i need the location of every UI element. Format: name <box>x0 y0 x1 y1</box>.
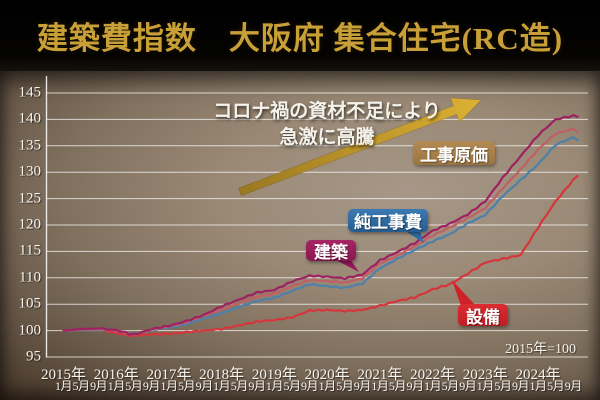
callout-tail-jun-kouji-hi <box>402 229 424 243</box>
annotation-line2: 急激に高騰 <box>279 127 375 148</box>
y-tick-label: 110 <box>19 269 41 286</box>
x-month-label: 5月 <box>178 379 196 393</box>
data-series-lines <box>62 113 579 338</box>
x-year-label: 2017年 <box>146 367 192 383</box>
series-label-jun-kouji-hi: 純工事費 <box>348 209 428 232</box>
x-month-label: 5月 <box>230 379 249 393</box>
x-month-label: 1月 <box>107 379 126 393</box>
series-label-kenchiku: 建築 <box>306 240 356 262</box>
page-title: 建築費指数 大阪府 集合住宅(RC造) <box>36 21 564 56</box>
x-month-label: 9月 <box>142 379 161 393</box>
y-tick-label: 140 <box>18 110 42 127</box>
series-line-設備 <box>62 174 579 338</box>
x-month-label: 9月 <box>459 379 477 393</box>
x-year-label: 2016年 <box>93 367 139 383</box>
x-month-label: 1月 <box>54 379 73 393</box>
x-month-label: 5月 <box>547 379 565 393</box>
x-month-label: 1月 <box>424 379 442 393</box>
x-year-label: 2021年 <box>357 367 403 383</box>
y-tick-label: 145 <box>18 84 42 101</box>
x-month-label: 9月 <box>564 379 583 393</box>
x-month-label: 9月 <box>90 379 108 393</box>
callout-tail-setsubi <box>452 280 476 306</box>
x-month-label: 5月 <box>125 379 143 393</box>
x-month-label: 9月 <box>406 379 425 393</box>
x-year-label: 2023年 <box>462 367 508 383</box>
chart-background <box>0 71 600 400</box>
x-month-label: 9月 <box>353 379 372 393</box>
x-year-label: 2018年 <box>199 367 245 383</box>
y-tick-label: 115 <box>19 242 41 259</box>
x-year-label: 2019年 <box>251 367 297 383</box>
y-tick-label: 105 <box>18 295 42 312</box>
y-tick-label: 135 <box>18 137 42 154</box>
x-month-label: 1月 <box>265 379 284 393</box>
x-month-label: 5月 <box>494 379 512 393</box>
y-tick-label: 120 <box>18 216 42 233</box>
x-month-label: 1月 <box>318 379 337 393</box>
gridlines <box>46 92 588 358</box>
rising-arrow-icon <box>238 97 482 197</box>
series-line-建築 <box>62 113 579 336</box>
y-tick-label: 100 <box>18 322 42 339</box>
annotation-line1: コロナ禍の資材不足により <box>213 101 441 122</box>
x-year-label: 2022年 <box>410 367 456 383</box>
x-year-label: 2020年 <box>304 367 350 383</box>
x-month-label: 1月 <box>160 379 178 393</box>
callout-tail-kenchiku <box>334 259 359 272</box>
title-band: 建築費指数 大阪府 集合住宅(RC造) <box>0 0 600 71</box>
x-month-label: 9月 <box>248 379 266 393</box>
y-tick-label: 95 <box>26 348 41 365</box>
x-year-label: 2024年 <box>515 367 561 383</box>
x-month-label: 1月 <box>476 379 495 393</box>
x-month-label: 5月 <box>441 379 460 393</box>
x-month-label: 9月 <box>511 379 530 393</box>
y-tick-label: 130 <box>18 163 42 180</box>
x-year-label: 2015年 <box>40 367 87 383</box>
x-month-label: 1月 <box>213 379 231 393</box>
x-month-label: 9月 <box>301 379 319 393</box>
x-month-label: 9月 <box>195 379 214 393</box>
x-month-label: 5月 <box>336 379 354 393</box>
x-month-label: 1月 <box>529 379 548 393</box>
x-month-label: 5月 <box>283 379 301 393</box>
series-label-kouji-genka: 工事原価 <box>413 141 495 165</box>
x-month-label: 1月 <box>371 379 389 393</box>
x-month-label: 5月 <box>388 379 407 393</box>
x-month-label: 5月 <box>72 379 91 393</box>
series-label-setsubi: 設備 <box>458 304 508 327</box>
base-year-note: 2015年=100 <box>505 342 576 357</box>
y-tick-label: 125 <box>18 190 42 207</box>
